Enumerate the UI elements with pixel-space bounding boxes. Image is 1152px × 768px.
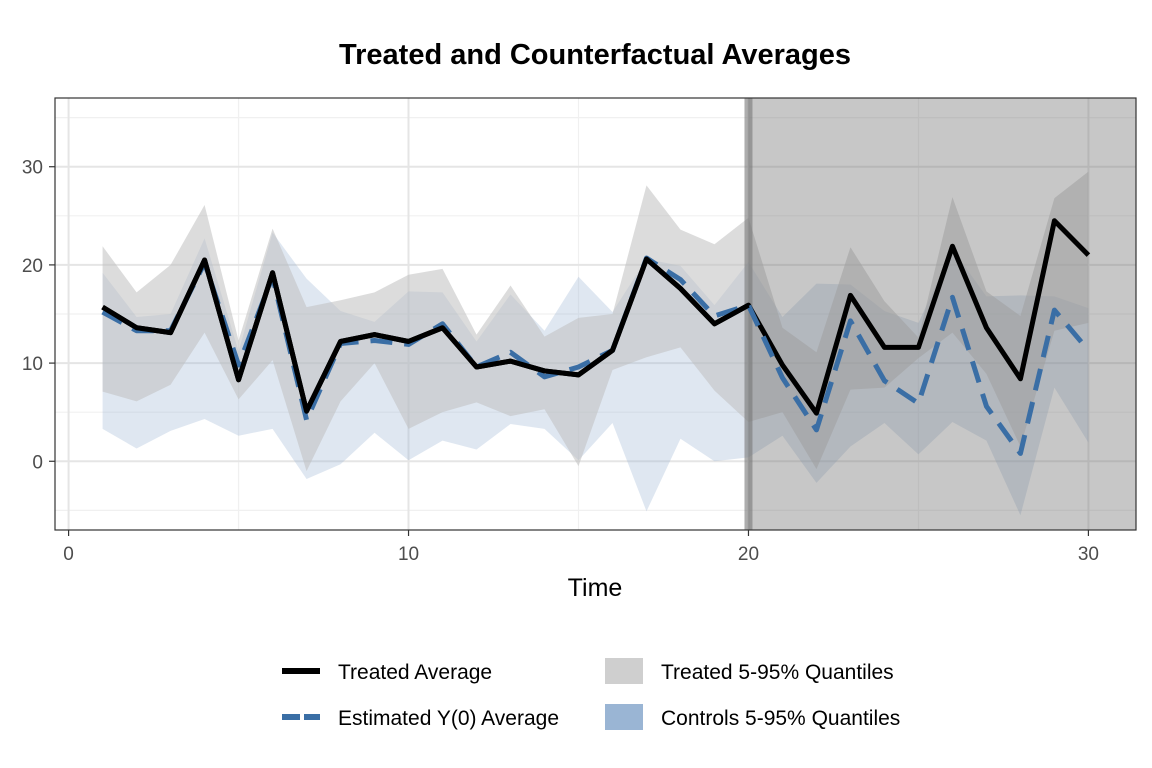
- x-axis-label: Time: [568, 574, 623, 602]
- treated-quantile-band: [102, 171, 1089, 472]
- legend-item-estimated-y0: Estimated Y(0) Average: [282, 707, 559, 730]
- series-lines: [101, 218, 1091, 456]
- legend-swatch: [605, 704, 643, 730]
- legend-item-controls-quantiles: Controls 5-95% Quantiles: [605, 704, 900, 730]
- legend-label: Treated 5-95% Quantiles: [661, 661, 894, 684]
- legend-item-treated-average: Treated Average: [282, 661, 492, 684]
- legend-label: Controls 5-95% Quantiles: [661, 707, 900, 730]
- quantile-bands: [102, 171, 1089, 516]
- treated-average-line-pre: [101, 256, 750, 414]
- chart-title: Treated and Counterfactual Averages: [339, 39, 851, 71]
- x-axis: 0 10 20 30: [63, 530, 1099, 565]
- x-tick-label: 20: [738, 544, 759, 565]
- legend-label: Estimated Y(0) Average: [338, 707, 559, 730]
- legend-label: Treated Average: [338, 661, 492, 684]
- x-tick-label: 10: [398, 544, 419, 565]
- estimated-y0-line: [101, 255, 1091, 456]
- y-tick-label: 30: [22, 158, 43, 179]
- legend-swatch: [605, 658, 643, 684]
- legend-item-treated-quantiles: Treated 5-95% Quantiles: [605, 658, 894, 684]
- post-treatment-shading: [744, 98, 1136, 530]
- y-tick-label: 10: [22, 354, 43, 375]
- y-axis: 0 10 20 30: [22, 158, 55, 473]
- legend: Treated Average Estimated Y(0) Average Tre…: [282, 658, 900, 730]
- x-tick-label: 0: [63, 544, 74, 565]
- x-tick-label: 30: [1078, 544, 1099, 565]
- post-treatment-region: [748, 98, 1136, 530]
- plot-border: [54, 97, 1137, 531]
- y-tick-label: 0: [32, 452, 43, 473]
- y-tick-label: 20: [22, 256, 43, 277]
